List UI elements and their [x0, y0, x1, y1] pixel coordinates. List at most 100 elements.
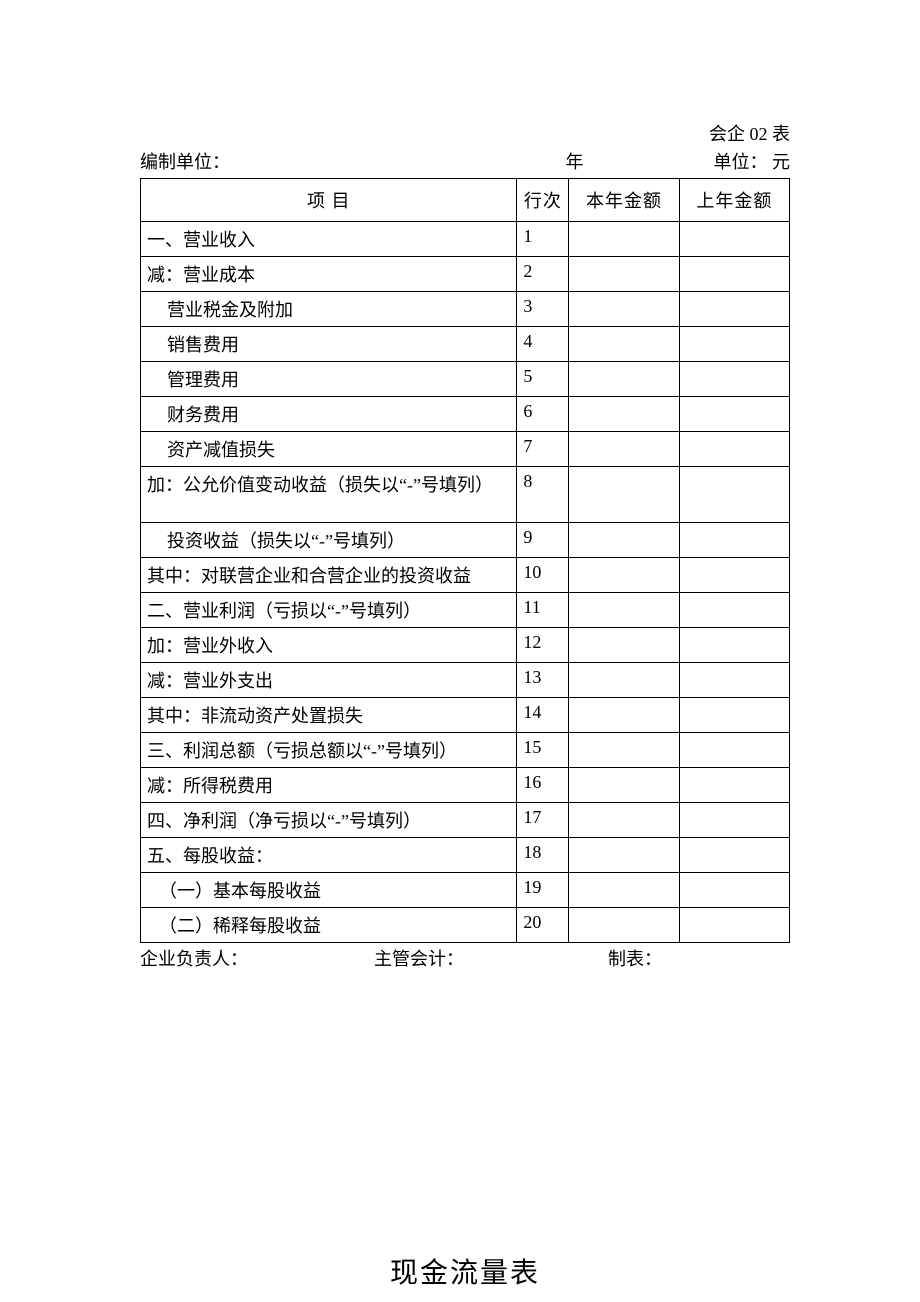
col-header-last-year: 上年金额: [679, 179, 789, 222]
item-cell: （二）稀释每股收益: [141, 908, 517, 943]
line-no-cell: 7: [517, 432, 569, 467]
this-year-cell: [569, 908, 679, 943]
item-cell: 财务费用: [141, 397, 517, 432]
next-section-title: 现金流量表: [140, 1251, 790, 1291]
item-cell: 投资收益（损失以“-”号填列）: [141, 523, 517, 558]
line-no-cell: 12: [517, 628, 569, 663]
item-cell: 销售费用: [141, 327, 517, 362]
this-year-cell: [569, 873, 679, 908]
line-no-cell: 13: [517, 663, 569, 698]
last-year-cell: [679, 257, 789, 292]
last-year-cell: [679, 908, 789, 943]
last-year-cell: [679, 362, 789, 397]
org-label: 编制单位：: [140, 148, 230, 174]
this-year-cell: [569, 628, 679, 663]
form-code: 会企 02 表: [140, 120, 790, 146]
this-year-cell: [569, 663, 679, 698]
last-year-cell: [679, 873, 789, 908]
this-year-cell: [569, 292, 679, 327]
item-cell: 减：所得税费用: [141, 768, 517, 803]
table-row: 减：营业成本2: [141, 257, 790, 292]
this-year-cell: [569, 733, 679, 768]
this-year-cell: [569, 523, 679, 558]
table-row: （二）稀释每股收益20: [141, 908, 790, 943]
table-row: 加：营业外收入12: [141, 628, 790, 663]
responsible-label: 企业负责人：: [140, 945, 374, 971]
line-no-cell: 9: [517, 523, 569, 558]
line-no-cell: 11: [517, 593, 569, 628]
line-no-cell: 15: [517, 733, 569, 768]
item-cell: 五、每股收益：: [141, 838, 517, 873]
item-cell: 资产减值损失: [141, 432, 517, 467]
line-no-cell: 3: [517, 292, 569, 327]
this-year-cell: [569, 222, 679, 257]
table-row: 减：所得税费用16: [141, 768, 790, 803]
last-year-cell: [679, 768, 789, 803]
last-year-cell: [679, 593, 789, 628]
last-year-cell: [679, 698, 789, 733]
table-row: 减：营业外支出13: [141, 663, 790, 698]
line-no-cell: 16: [517, 768, 569, 803]
line-no-cell: 19: [517, 873, 569, 908]
line-no-cell: 14: [517, 698, 569, 733]
this-year-cell: [569, 432, 679, 467]
this-year-cell: [569, 327, 679, 362]
item-cell: 二、营业利润（亏损以“-”号填列）: [141, 593, 517, 628]
item-cell: 其中：对联营企业和合营企业的投资收益: [141, 558, 517, 593]
this-year-cell: [569, 838, 679, 873]
table-row: 资产减值损失7: [141, 432, 790, 467]
col-header-item: 项 目: [141, 179, 517, 222]
this-year-cell: [569, 467, 679, 523]
this-year-cell: [569, 698, 679, 733]
item-cell: 加：营业外收入: [141, 628, 517, 663]
item-cell: 其中：非流动资产处置损失: [141, 698, 517, 733]
table-row: 其中：对联营企业和合营企业的投资收益10: [141, 558, 790, 593]
table-row: 一、营业收入1: [141, 222, 790, 257]
last-year-cell: [679, 222, 789, 257]
header-line: 编制单位： 年 单位： 元: [140, 148, 790, 174]
line-no-cell: 1: [517, 222, 569, 257]
last-year-cell: [679, 467, 789, 523]
table-row: 其中：非流动资产处置损失14: [141, 698, 790, 733]
this-year-cell: [569, 257, 679, 292]
this-year-cell: [569, 397, 679, 432]
line-no-cell: 20: [517, 908, 569, 943]
line-no-cell: 4: [517, 327, 569, 362]
line-no-cell: 5: [517, 362, 569, 397]
preparer-label: 制表：: [608, 945, 790, 971]
item-cell: 管理费用: [141, 362, 517, 397]
last-year-cell: [679, 292, 789, 327]
last-year-cell: [679, 327, 789, 362]
last-year-cell: [679, 838, 789, 873]
table-row: 二、营业利润（亏损以“-”号填列）11: [141, 593, 790, 628]
this-year-cell: [569, 768, 679, 803]
table-row: 三、利润总额（亏损总额以“-”号填列）15: [141, 733, 790, 768]
last-year-cell: [679, 397, 789, 432]
line-no-cell: 6: [517, 397, 569, 432]
last-year-cell: [679, 803, 789, 838]
item-cell: （一）基本每股收益: [141, 873, 517, 908]
item-cell: 减：营业外支出: [141, 663, 517, 698]
table-row: 四、净利润（净亏损以“-”号填列）17: [141, 803, 790, 838]
table-row: 销售费用4: [141, 327, 790, 362]
year-label: 年: [230, 148, 714, 174]
last-year-cell: [679, 523, 789, 558]
table-row: （一）基本每股收益19: [141, 873, 790, 908]
item-cell: 三、利润总额（亏损总额以“-”号填列）: [141, 733, 517, 768]
item-cell: 一、营业收入: [141, 222, 517, 257]
line-no-cell: 18: [517, 838, 569, 873]
col-header-this-year: 本年金额: [569, 179, 679, 222]
last-year-cell: [679, 432, 789, 467]
last-year-cell: [679, 733, 789, 768]
line-no-cell: 2: [517, 257, 569, 292]
line-no-cell: 17: [517, 803, 569, 838]
item-cell: 减：营业成本: [141, 257, 517, 292]
footer-line: 企业负责人： 主管会计： 制表：: [140, 945, 790, 971]
table-row: 财务费用6: [141, 397, 790, 432]
table-row: 加：公允价值变动收益（损失以“-”号填列）8: [141, 467, 790, 523]
this-year-cell: [569, 558, 679, 593]
last-year-cell: [679, 558, 789, 593]
line-no-cell: 10: [517, 558, 569, 593]
last-year-cell: [679, 628, 789, 663]
this-year-cell: [569, 803, 679, 838]
